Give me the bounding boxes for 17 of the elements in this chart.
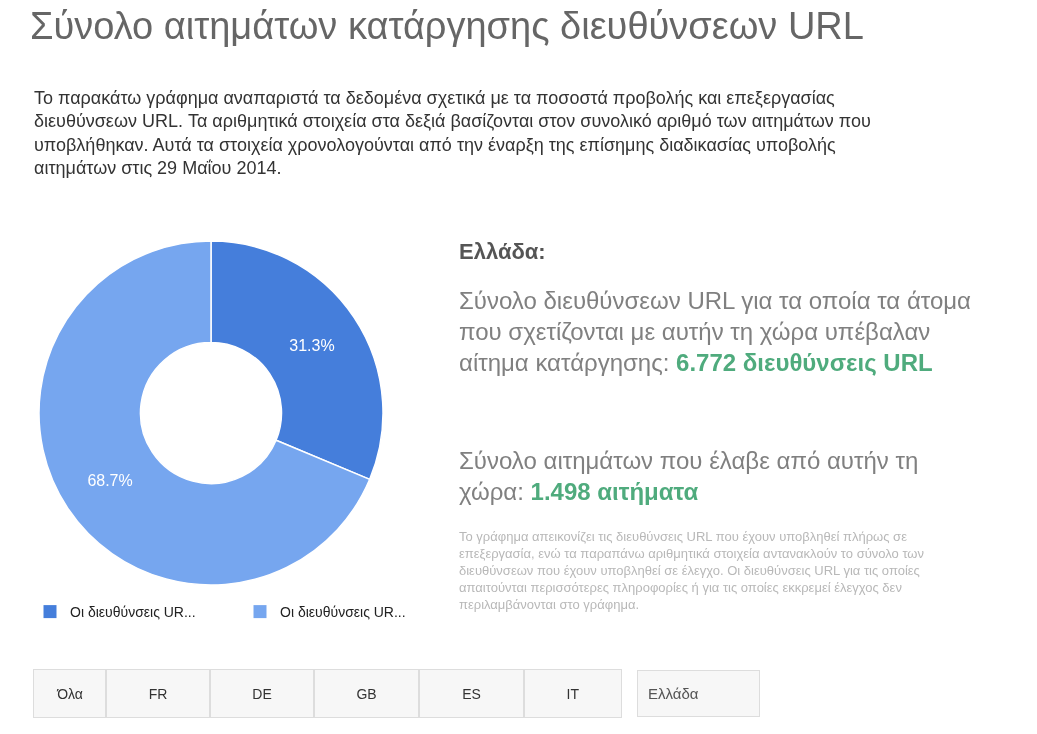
text: Ελλάδα: bbox=[459, 239, 546, 264]
text: 1.498 αιτήματα bbox=[530, 478, 699, 506]
text: Όλα bbox=[56, 685, 83, 702]
legend-label: Οι διευθύνσεις UR... bbox=[70, 604, 196, 621]
text: 6.772 διευθύνσεις URL bbox=[676, 349, 933, 377]
data-label: 31.3% bbox=[289, 337, 335, 355]
text: IT bbox=[566, 685, 580, 702]
text: Ελλάδα bbox=[648, 685, 699, 702]
text: DE bbox=[252, 685, 272, 702]
legend-label: Οι διευθύνσεις UR... bbox=[280, 604, 406, 621]
text: ES bbox=[462, 685, 481, 702]
text: Το παρακάτω γράφημα αναπαριστά τα δεδομένα σχετικά με τα ποσοστά προβολής και επεξεργασίας διευθύνσεων URL. Τα αριθμητικά στοιχεία στα δεξιά βασίζονται στον συνολικό αριθμό των αιτημάτων που υποβλήθηκαν. Αυτά τα στοιχεία χρονολογούνται από την έναρξη της επίσημης διαδικασίας υποβολής αιτημάτων στις 29 Μαΐου 2014. bbox=[34, 88, 871, 179]
text: GB bbox=[356, 685, 377, 702]
text: FR bbox=[148, 685, 168, 702]
data-label: 68.7% bbox=[87, 471, 133, 489]
chart-title: Σύνολο αιτημάτων κατάργησης διευθύνσεων URL bbox=[30, 4, 864, 47]
text: Το γράφημα απεικονίζει τις διευθύνσεις URL που έχουν υποβληθεί πλήρως σε επεξεργασία, ενώ τα παραπάνω αριθμητικά στοιχεία αντανακλούν το σύνολο των διευθύνσεων που έχουν υποβληθεί σε έλεγχο. Οι διευθύνσεις URL για τις οποίες απαιτούνται περισσότερες πληροφορίες ή για τις οποίες εκκρεμεί έλεγχος δεν περιλαμβάνονται στο γράφημα. bbox=[459, 529, 925, 612]
